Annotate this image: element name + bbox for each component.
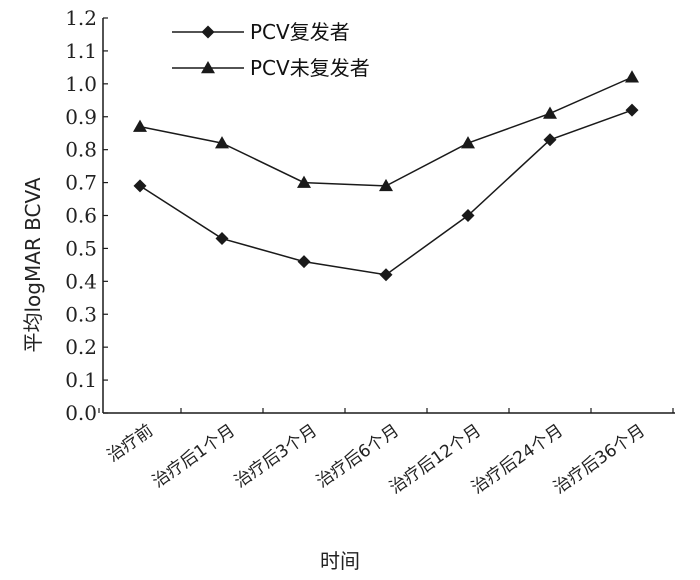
y-tick-label: 0.6 — [65, 204, 97, 228]
data-point — [215, 232, 229, 246]
legend-item: PCV复发者 — [172, 20, 350, 44]
series-layer — [133, 70, 639, 282]
y-tick-label: 0.5 — [65, 236, 97, 260]
legend: PCV复发者 PCV未复发者 — [172, 20, 370, 80]
x-tick-label: 治疗前 — [104, 421, 157, 467]
y-tick-label: 0.9 — [65, 105, 97, 129]
x-axis-ticks: 治疗前治疗后1个月治疗后3个月治疗后6个月治疗后12个月治疗后24个月治疗后36… — [98, 408, 674, 499]
legend-label: PCV复发者 — [250, 20, 350, 44]
x-axis-title: 时间 — [320, 549, 360, 573]
data-point — [543, 106, 557, 119]
y-tick-label: 0.3 — [65, 302, 97, 326]
x-tick-label: 治疗后24个月 — [468, 421, 567, 499]
x-tick-label: 治疗后12个月 — [386, 421, 485, 499]
legend-marker — [201, 25, 215, 39]
data-point — [133, 179, 147, 193]
y-tick-label: 1.2 — [65, 6, 97, 30]
x-tick-label: 治疗后1个月 — [149, 421, 239, 492]
y-tick-label: 0.2 — [65, 335, 97, 359]
legend-item: PCV未复发者 — [172, 56, 370, 80]
data-point — [461, 136, 475, 149]
data-point — [625, 70, 639, 83]
series-2 — [133, 70, 639, 192]
axes — [102, 18, 675, 414]
legend-marker — [201, 61, 215, 74]
y-tick-label: 1.0 — [65, 72, 97, 96]
series-line — [139, 76, 633, 187]
y-tick-label: 0.4 — [65, 269, 97, 293]
x-tick-label: 治疗后3个月 — [231, 421, 321, 492]
data-point — [297, 255, 311, 269]
data-point — [625, 103, 639, 117]
data-point — [379, 178, 393, 192]
legend-label: PCV未复发者 — [250, 56, 370, 80]
data-point — [461, 209, 475, 222]
y-tick-label: 0.8 — [65, 138, 97, 162]
data-point — [543, 133, 557, 147]
data-point — [133, 119, 147, 132]
series-line — [139, 109, 633, 276]
y-tick-label: 0.0 — [65, 401, 97, 425]
y-tick-label: 1.1 — [65, 39, 97, 63]
y-tick-label: 0.1 — [65, 368, 97, 392]
y-axis-title: 平均logMAR BCVA — [21, 177, 45, 352]
y-axis-ticks: 0.0 0.1 0.2 0.3 0.4 0.5 0.6 0.7 0.8 0.9 1.0 1.1 1.2 — [65, 6, 108, 425]
series-1 — [133, 103, 639, 282]
data-point — [379, 268, 393, 282]
y-tick-label: 0.7 — [65, 171, 97, 195]
data-point — [215, 136, 229, 149]
x-tick-label: 治疗后36个月 — [550, 421, 649, 499]
data-point — [297, 175, 311, 188]
